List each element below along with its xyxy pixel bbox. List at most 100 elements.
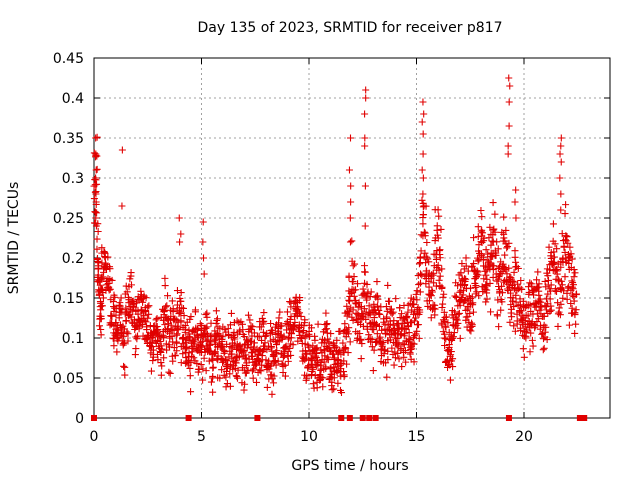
data-point: [279, 353, 287, 361]
data-point: [330, 342, 338, 350]
data-point: [389, 308, 397, 316]
data-point: [93, 133, 101, 141]
spike-point: [556, 174, 564, 182]
data-point: [447, 351, 455, 359]
data-point: [379, 338, 387, 346]
data-point: [410, 358, 418, 366]
spike-point: [418, 118, 426, 126]
data-point: [410, 334, 418, 342]
spike-point: [346, 214, 354, 222]
data-point: [415, 260, 423, 268]
data-point: [482, 298, 490, 306]
data-point: [346, 338, 354, 346]
data-point: [280, 332, 288, 340]
zero-value-marker: [576, 415, 583, 421]
data-point: [443, 346, 451, 354]
data-point: [565, 321, 573, 329]
data-point: [100, 268, 108, 276]
data-point: [374, 295, 382, 303]
data-point: [436, 246, 444, 254]
data-point: [398, 363, 406, 371]
spike-point: [419, 174, 427, 182]
data-point: [456, 334, 464, 342]
data-point: [157, 371, 165, 379]
spike-point: [346, 238, 354, 246]
data-point: [250, 329, 258, 337]
data-point: [491, 228, 499, 236]
data-point: [242, 351, 250, 359]
data-point: [419, 220, 427, 228]
data-point: [272, 361, 280, 369]
data-point: [325, 338, 333, 346]
data-point: [553, 288, 561, 296]
data-point: [336, 361, 344, 369]
data-point: [122, 317, 130, 325]
data-point: [440, 308, 448, 316]
data-point: [399, 340, 407, 348]
data-point: [502, 226, 510, 234]
spike-point: [175, 214, 183, 222]
data-point: [173, 326, 181, 334]
data-point: [520, 353, 528, 361]
data-point: [363, 296, 371, 304]
data-point: [533, 276, 541, 284]
spike-point: [177, 230, 185, 238]
spike-point: [118, 146, 126, 154]
data-point: [335, 327, 343, 335]
data-point: [334, 379, 342, 387]
data-point: [207, 378, 215, 386]
data-point: [218, 337, 226, 345]
data-point: [413, 327, 421, 335]
data-point: [557, 277, 565, 285]
data-point: [212, 307, 220, 315]
data-point: [322, 309, 330, 317]
spike-point: [361, 110, 369, 118]
spike-point: [347, 198, 355, 206]
data-point: [154, 326, 162, 334]
data-point: [165, 368, 173, 376]
data-point: [414, 304, 422, 312]
data-point: [417, 247, 425, 255]
data-point: [547, 281, 555, 289]
data-point: [511, 247, 519, 255]
data-point: [404, 308, 412, 316]
data-point: [500, 234, 508, 242]
data-point: [385, 297, 393, 305]
data-point: [193, 325, 201, 333]
data-point: [330, 385, 338, 393]
data-point: [226, 370, 234, 378]
data-point: [160, 334, 168, 342]
data-point: [567, 250, 575, 258]
data-point: [466, 326, 474, 334]
zero-value-marker: [254, 415, 261, 421]
data-point: [388, 310, 396, 318]
data-point: [104, 275, 112, 283]
data-point: [328, 386, 336, 394]
data-point: [382, 314, 390, 322]
spike-point: [199, 218, 207, 226]
y-tick-label: 0.2: [62, 251, 84, 267]
zero-value-marker: [91, 415, 97, 421]
data-point: [168, 332, 176, 340]
data-point: [471, 283, 479, 291]
data-point: [525, 288, 533, 296]
data-point: [219, 332, 227, 340]
data-point: [345, 324, 353, 332]
data-point: [105, 286, 113, 294]
zero-value-marker: [505, 415, 512, 421]
data-point: [519, 345, 527, 353]
data-point: [223, 357, 231, 365]
data-point: [429, 269, 437, 277]
data-point: [440, 290, 448, 298]
data-point: [439, 293, 447, 301]
data-point: [382, 303, 390, 311]
data-point: [551, 240, 559, 248]
data-point: [174, 322, 182, 330]
data-point: [410, 301, 418, 309]
data-point: [191, 306, 199, 314]
data-point: [365, 302, 373, 310]
data-point: [260, 309, 268, 317]
data-point: [494, 264, 502, 272]
data-point: [546, 307, 554, 315]
